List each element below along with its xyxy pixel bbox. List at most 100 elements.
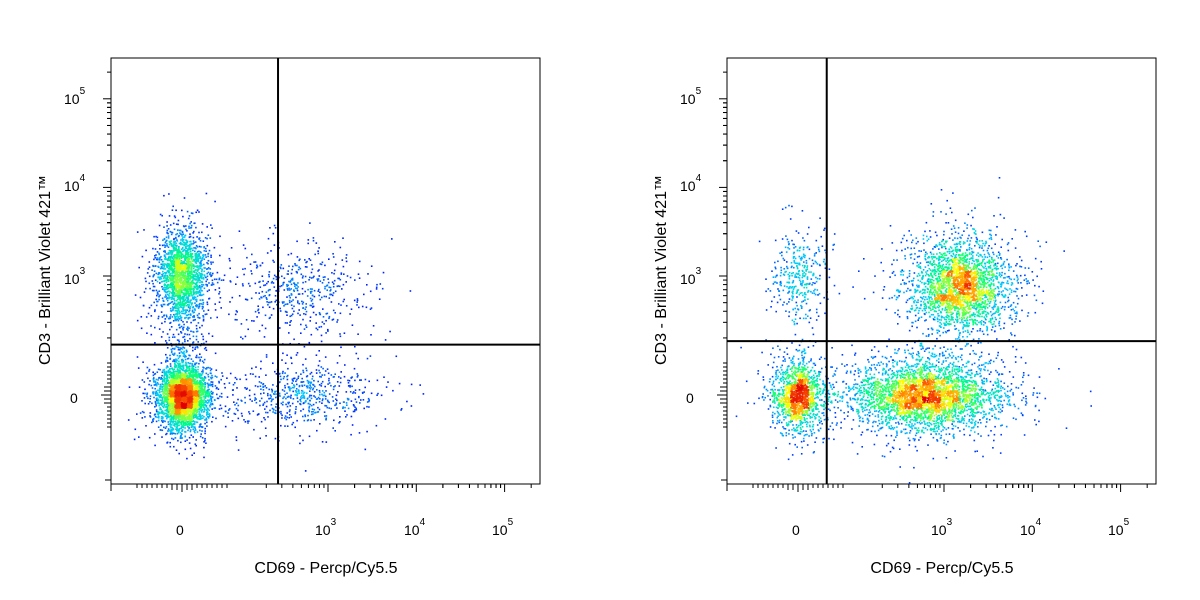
event-point [180, 243, 182, 246]
event-point [196, 258, 198, 261]
event-point [182, 327, 184, 330]
event-point [190, 411, 192, 413]
event-point [165, 264, 167, 266]
event-point [195, 285, 198, 288]
event-point [178, 391, 180, 393]
event-point [179, 303, 182, 305]
event-point [186, 328, 189, 330]
event-point [165, 377, 167, 380]
event-point [211, 402, 214, 405]
event-point [194, 241, 197, 243]
event-point [217, 397, 220, 400]
event-point [138, 386, 141, 388]
event-point [205, 400, 207, 403]
event-point [173, 250, 175, 252]
event-point [198, 317, 201, 319]
event-point [182, 307, 184, 310]
event-point [182, 326, 185, 329]
event-point [157, 276, 159, 278]
event-point [184, 431, 186, 433]
event-point [188, 415, 190, 418]
event-point [193, 398, 196, 401]
event-point [170, 413, 173, 416]
event-point [178, 412, 181, 414]
event-point [179, 410, 181, 412]
event-point [180, 252, 183, 254]
event-point [153, 301, 155, 304]
event-point [163, 426, 165, 429]
event-point [210, 377, 213, 380]
event-point [202, 278, 205, 280]
event-point [176, 359, 178, 362]
event-point [173, 255, 175, 257]
event-point [165, 353, 167, 356]
event-point [172, 303, 175, 305]
event-point [192, 376, 194, 378]
event-point [186, 290, 188, 293]
event-point [173, 445, 175, 448]
event-point [197, 395, 200, 398]
event-point [191, 374, 193, 377]
event-point [186, 250, 188, 253]
event-point [165, 342, 168, 344]
event-point [161, 288, 164, 290]
event-point [194, 296, 197, 299]
event-point [187, 254, 189, 257]
event-point [171, 264, 174, 267]
event-point [164, 273, 167, 275]
event-point [214, 385, 217, 387]
event-point [177, 364, 180, 367]
event-point [179, 277, 181, 280]
event-point [199, 292, 202, 294]
event-point [185, 279, 187, 281]
event-point [165, 406, 167, 408]
event-point [203, 388, 206, 391]
event-point [178, 290, 180, 292]
event-point [220, 396, 223, 398]
event-point [165, 367, 168, 369]
event-point [183, 266, 186, 268]
event-point [170, 351, 173, 354]
event-point [167, 380, 169, 382]
event-point [175, 263, 178, 265]
event-point [194, 366, 197, 369]
event-point [171, 274, 174, 276]
event-point [195, 407, 197, 409]
event-point [196, 250, 199, 253]
event-point [200, 375, 202, 377]
event-point [192, 279, 194, 281]
event-point [170, 374, 172, 377]
event-point [187, 362, 189, 364]
event-point [188, 367, 191, 370]
event-point [173, 302, 176, 304]
event-point [178, 307, 180, 309]
event-point [176, 249, 178, 251]
event-point [207, 382, 209, 385]
event-point [167, 303, 170, 305]
event-point [209, 391, 212, 394]
event-point [171, 412, 174, 415]
event-point [176, 368, 179, 370]
event-point [168, 336, 171, 339]
event-point [177, 357, 180, 360]
event-point [164, 258, 166, 260]
event-point [204, 439, 206, 442]
event-point [177, 293, 179, 296]
event-point [192, 342, 194, 344]
event-point [183, 414, 186, 417]
event-point [210, 254, 212, 257]
event-point [198, 238, 200, 240]
event-point [201, 401, 204, 404]
event-point [206, 393, 209, 395]
event-point [194, 373, 197, 375]
event-point [166, 399, 168, 401]
event-point [165, 383, 167, 386]
event-point [211, 227, 213, 229]
event-point [175, 267, 178, 270]
event-point [191, 376, 193, 379]
event-point [150, 333, 153, 336]
event-point [161, 421, 164, 423]
event-point [186, 210, 189, 213]
event-point [161, 378, 163, 380]
event-point [167, 366, 169, 368]
